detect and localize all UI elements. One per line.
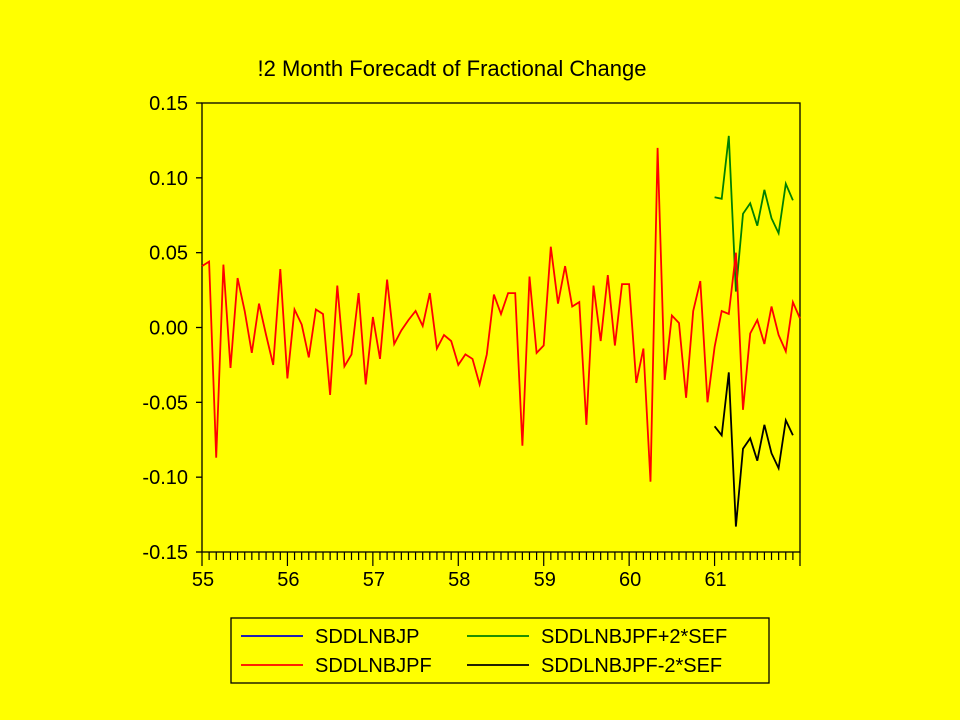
plot-area xyxy=(201,102,801,553)
x-tick-label: 61 xyxy=(704,569,726,591)
series-sddlnbjpf xyxy=(201,147,801,482)
legend-item: SDDLNBJP xyxy=(241,626,419,648)
x-tick-label: 59 xyxy=(534,569,556,591)
legend-item: SDDLNBJPF+2*SEF xyxy=(467,626,727,648)
series-sddlnbjpf-2-sef xyxy=(714,135,794,292)
x-tick-label: 58 xyxy=(448,569,470,591)
x-tick-label: 60 xyxy=(619,569,641,591)
series-sddlnbjpf-2-sef xyxy=(713,372,794,527)
x-tick-label: 55 xyxy=(192,569,214,591)
series-layer xyxy=(201,135,801,527)
legend xyxy=(230,617,770,684)
y-axis: 0.15 0.10 0.05 0.00 -0.05 -0.10 -0.15 xyxy=(142,93,202,564)
legend-label: SDDLNBJPF-2*SEF xyxy=(541,655,722,677)
x-tick-label: 57 xyxy=(363,569,385,591)
legend-item: SDDLNBJPF-2*SEF xyxy=(467,655,722,677)
series-line xyxy=(714,135,794,292)
y-tick-label: -0.05 xyxy=(142,392,188,414)
legend-item: SDDLNBJPF xyxy=(241,655,432,677)
x-axis: 55 56 57 58 59 60 61 xyxy=(192,552,801,591)
x-tick-label: 56 xyxy=(277,569,299,591)
y-tick-label: -0.15 xyxy=(142,542,188,564)
legend-label: SDDLNBJPF xyxy=(315,655,432,677)
series-line xyxy=(713,372,794,527)
chart-title: !2 Month Forecadt of Fractional Change xyxy=(258,56,647,81)
legend-entries: SDDLNBJP SDDLNBJPF+2*SEF SDDLNBJPF SDDLNBJP… xyxy=(241,626,727,677)
series-line xyxy=(201,147,801,482)
y-tick-label: -0.10 xyxy=(142,467,188,489)
y-tick-label: 0.10 xyxy=(149,168,188,190)
y-tick-label: 0.15 xyxy=(149,93,188,115)
legend-label: SDDLNBJP xyxy=(315,626,419,648)
y-tick-label: 0.00 xyxy=(149,318,188,340)
legend-label: SDDLNBJPF+2*SEF xyxy=(541,626,727,648)
y-tick-label: 0.05 xyxy=(149,243,188,265)
